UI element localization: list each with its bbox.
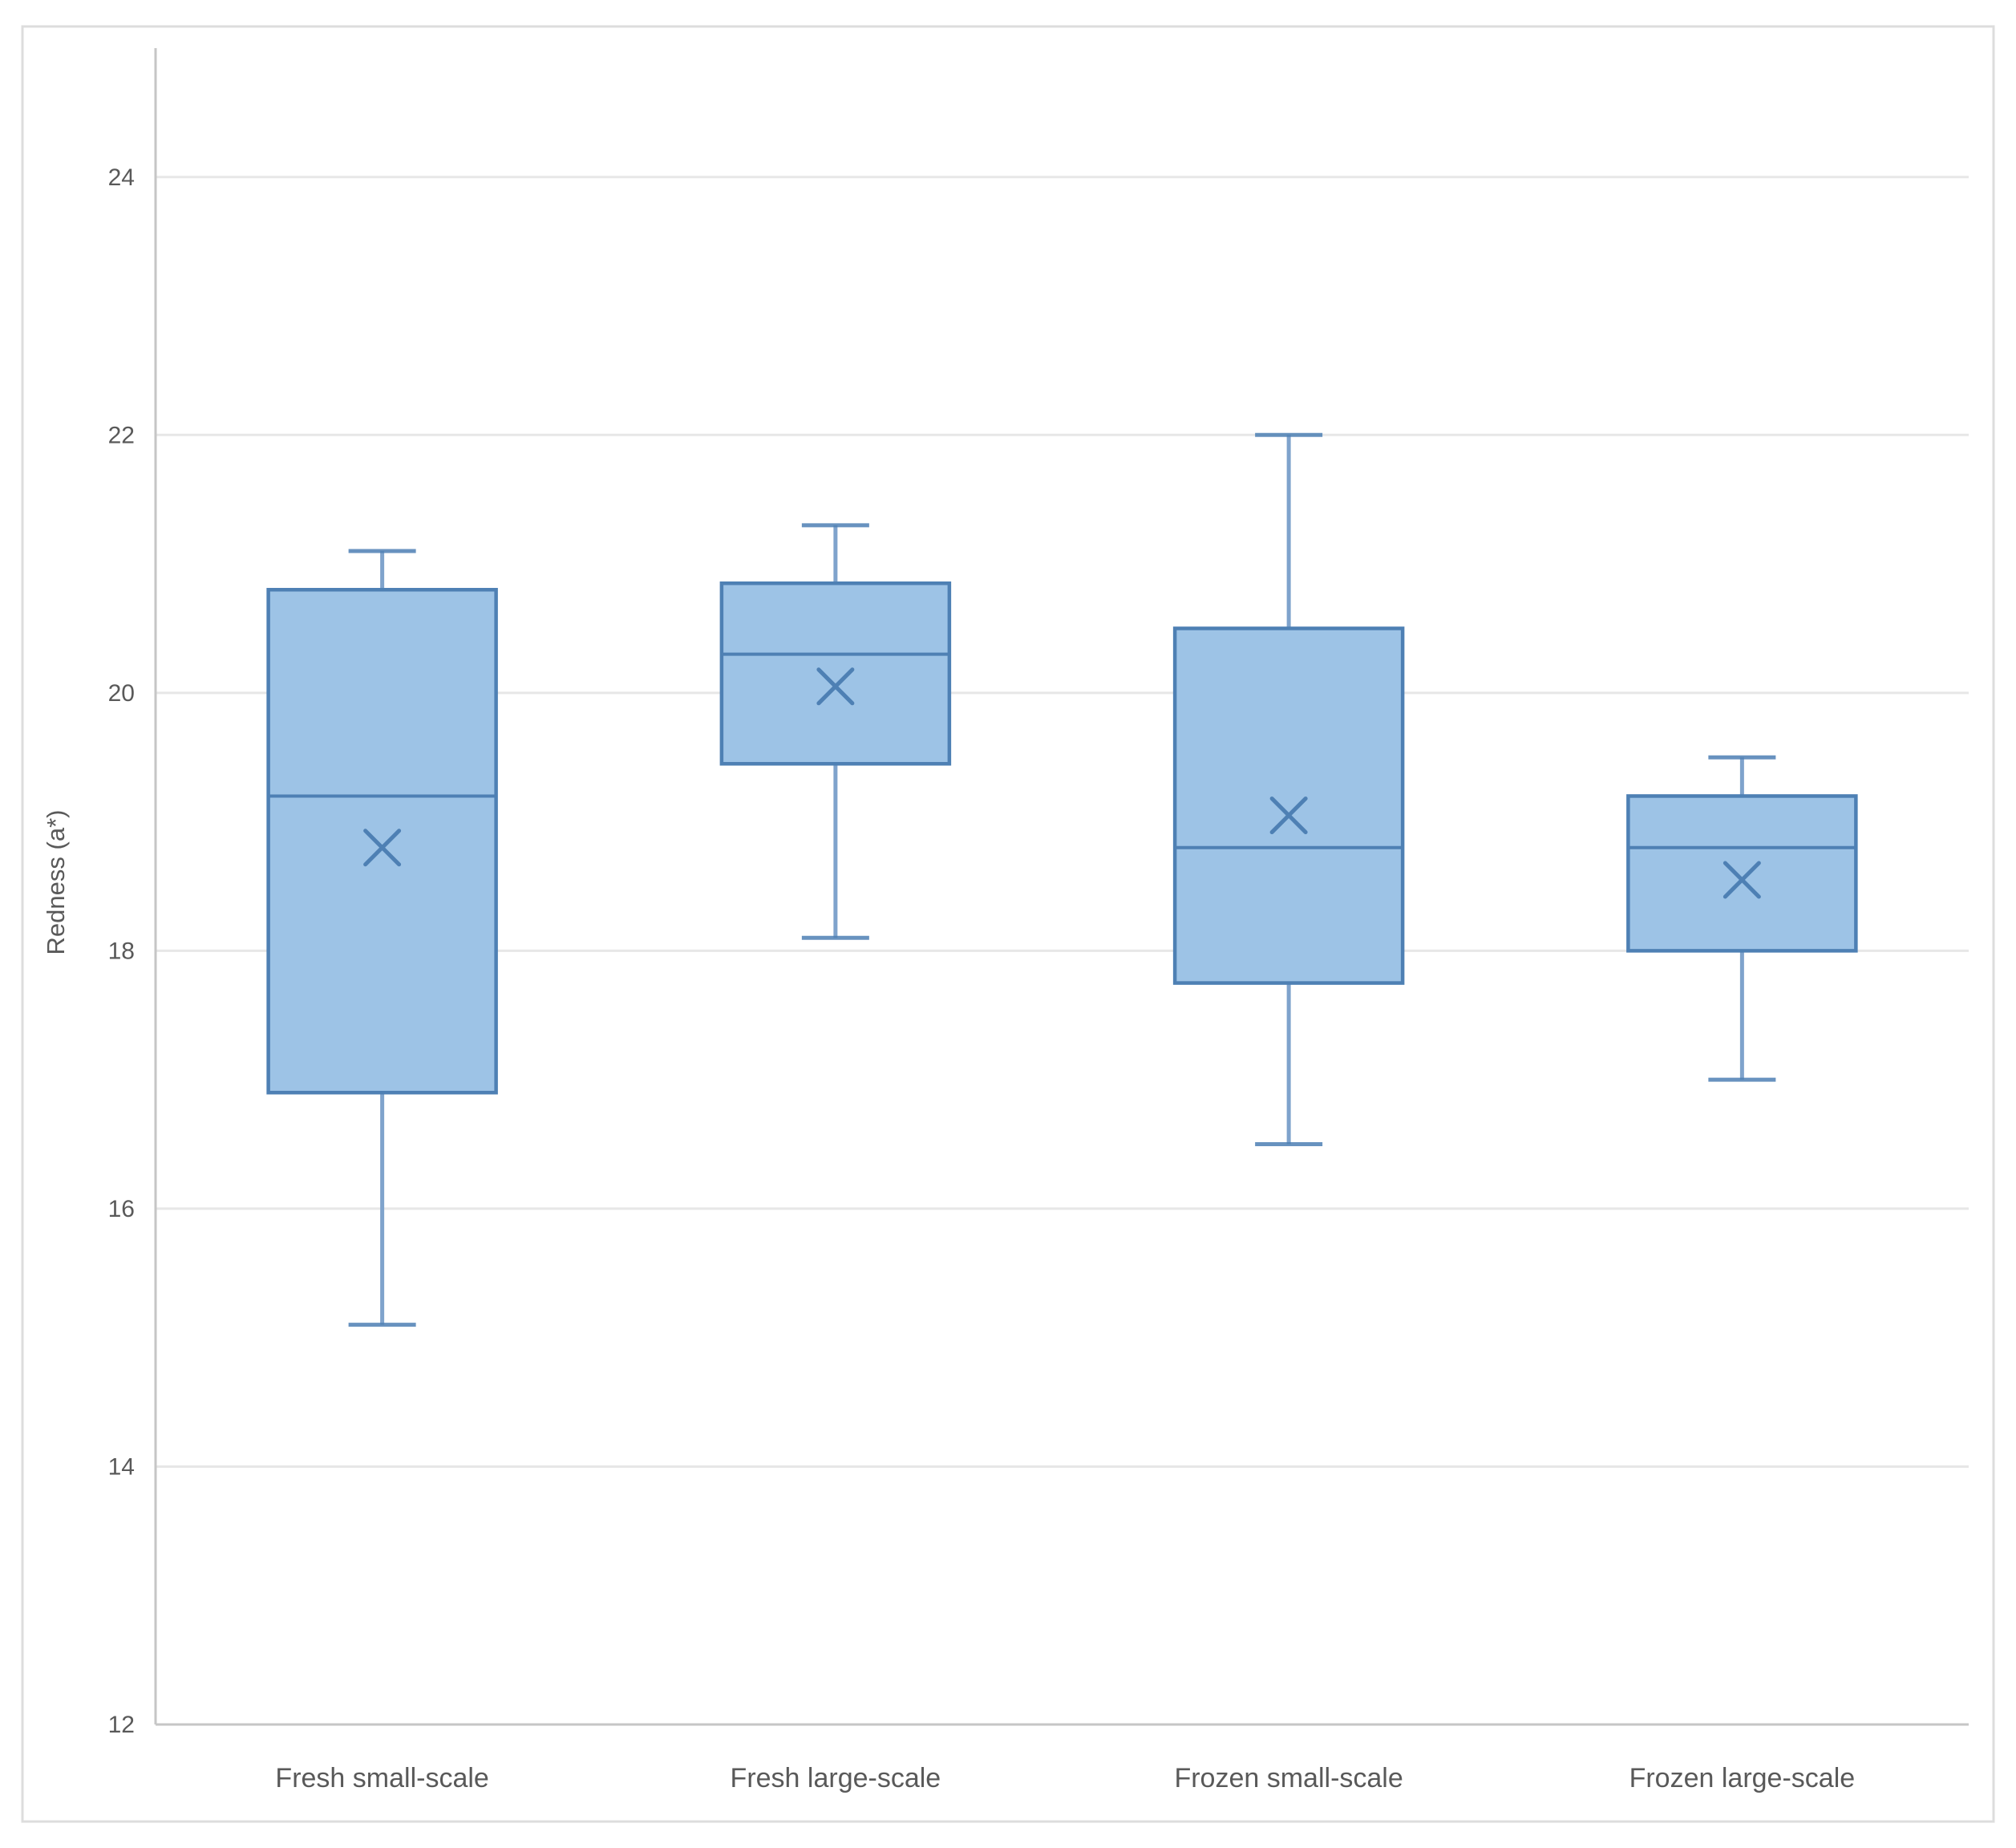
iqr-box xyxy=(266,587,498,1095)
x-category-label: Fresh large-scale xyxy=(731,1763,941,1793)
iqr-box xyxy=(719,581,952,766)
y-tick-label: 14 xyxy=(108,1453,135,1480)
iqr-box xyxy=(1626,794,1858,953)
x-category-label: Fresh small-scale xyxy=(275,1763,488,1793)
y-axis-title: Redness (a*) xyxy=(42,810,70,955)
x-category-label: Frozen small-scale xyxy=(1174,1763,1403,1793)
mean-marker xyxy=(363,829,402,867)
mean-marker xyxy=(1269,796,1308,835)
box-group: Frozen large-scale xyxy=(1626,755,1858,1793)
y-tick-label: 16 xyxy=(108,1196,135,1222)
box-group: Frozen small-scale xyxy=(1172,432,1405,1793)
box-group: Fresh large-scale xyxy=(719,523,952,1793)
x-category-label: Frozen large-scale xyxy=(1629,1763,1856,1793)
iqr-box xyxy=(1172,626,1405,985)
mean-marker xyxy=(1723,861,1761,899)
y-tick-label: 22 xyxy=(108,422,135,448)
mean-marker xyxy=(816,667,855,706)
y-tick-label: 12 xyxy=(108,1712,135,1738)
box-group: Fresh small-scale xyxy=(266,549,498,1793)
y-tick-label: 18 xyxy=(108,938,135,964)
y-tick-label: 24 xyxy=(108,164,135,191)
y-tick-label: 20 xyxy=(108,680,135,707)
